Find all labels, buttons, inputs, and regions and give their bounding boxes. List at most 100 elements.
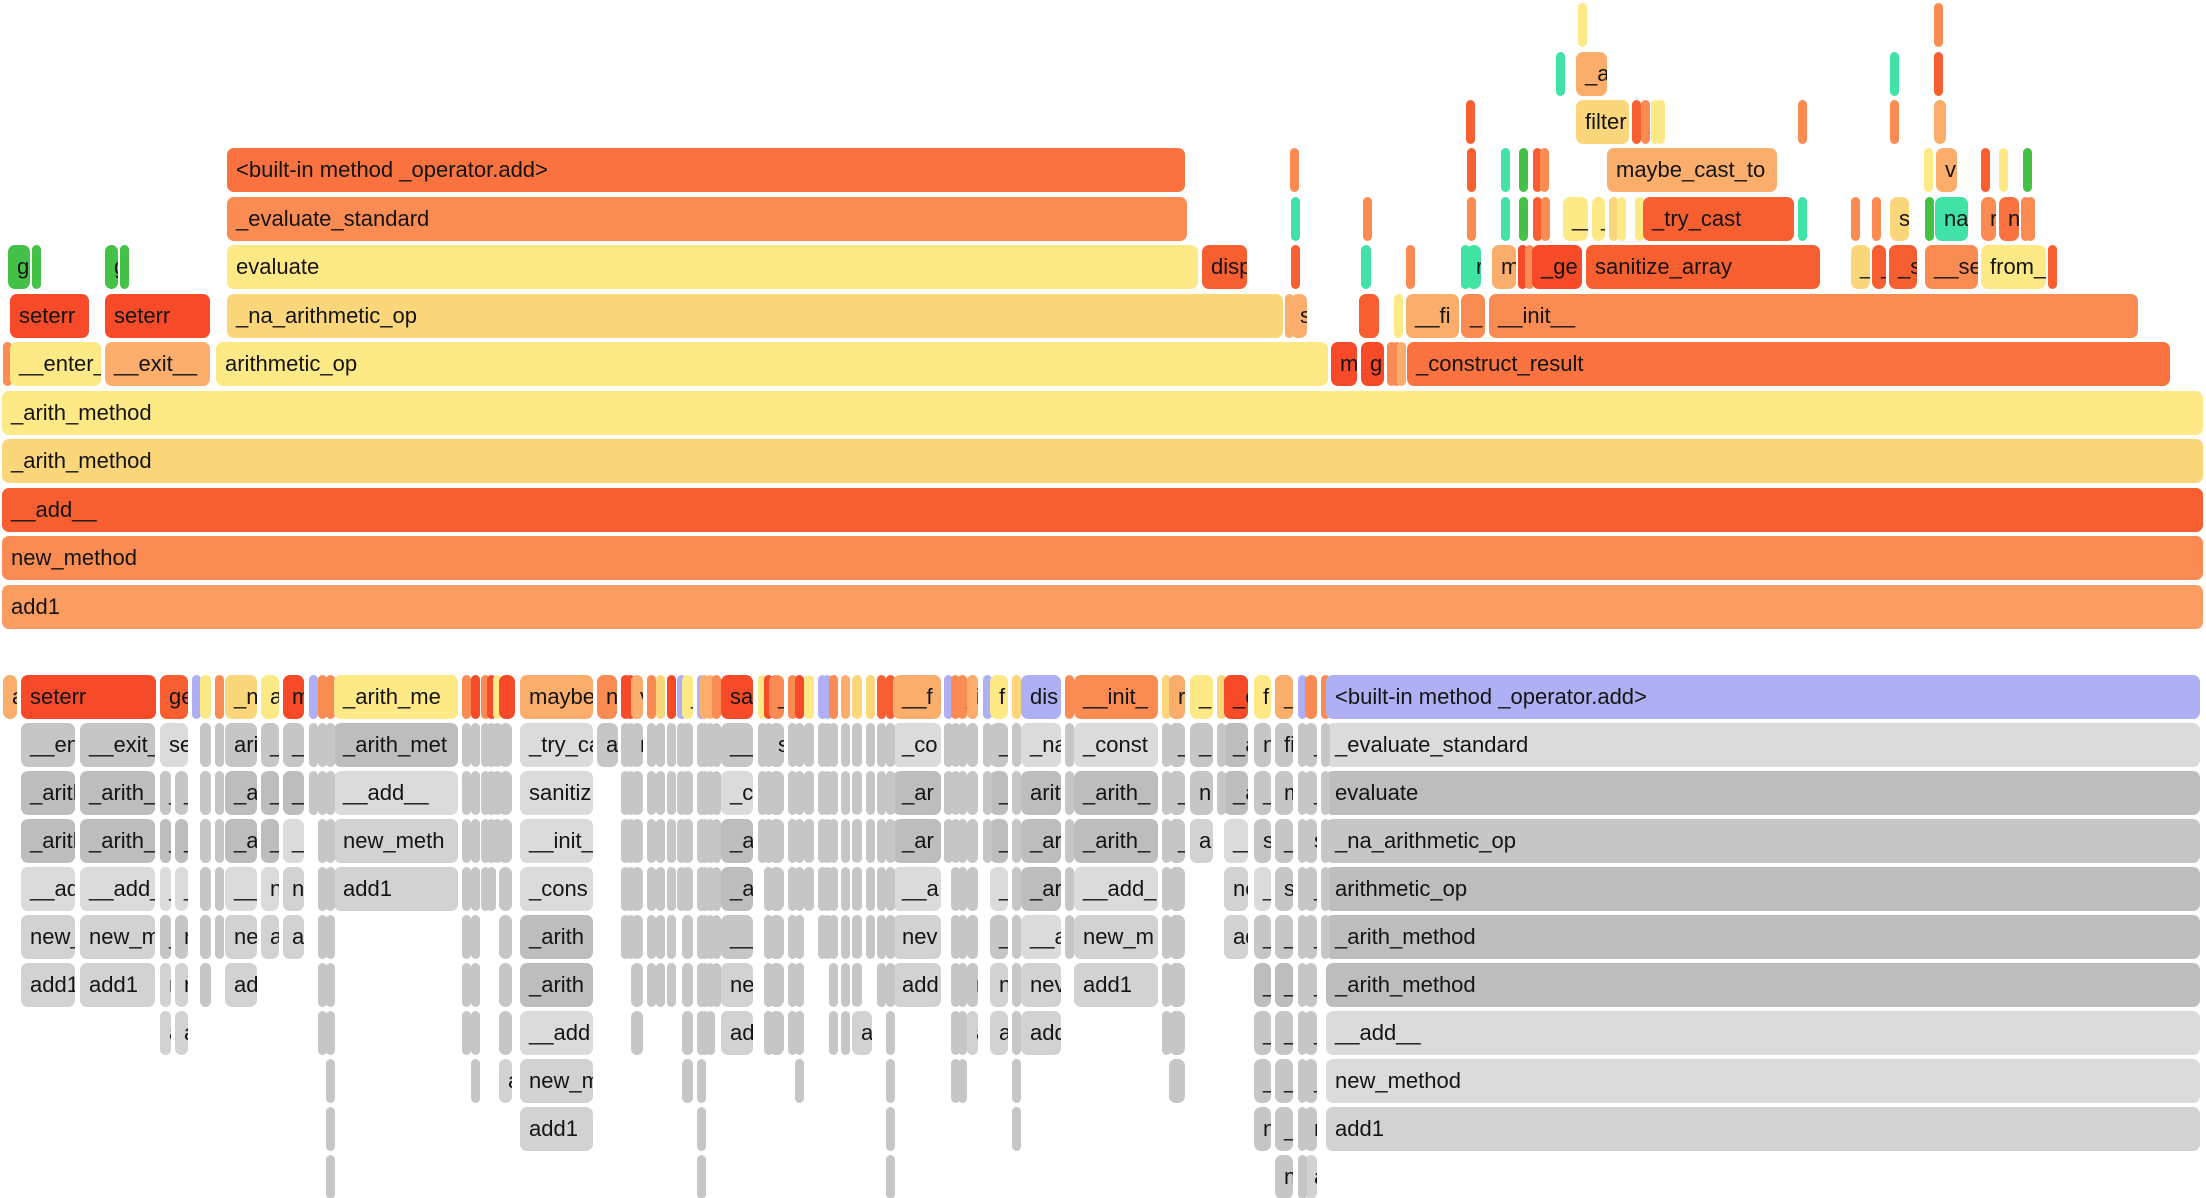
caller-sliver-bar[interactable] — [499, 963, 512, 1007]
caller-sliver-bar[interactable] — [1065, 819, 1074, 863]
caller-header-bar[interactable]: dis — [1021, 675, 1061, 719]
caller-sliver-bar[interactable] — [487, 771, 496, 815]
caller-sliver-bar[interactable] — [487, 867, 496, 911]
caller-sliver-bar[interactable] — [1298, 1059, 1307, 1103]
caller-frame-bar[interactable]: new_m — [1074, 915, 1158, 959]
caller-header-bar[interactable] — [626, 675, 635, 719]
caller-sliver-bar[interactable] — [951, 867, 960, 911]
caller-sliver-bar[interactable] — [1321, 819, 1330, 863]
caller-header-bar[interactable] — [818, 675, 827, 719]
caller-frame-bar[interactable]: n — [967, 963, 978, 1007]
caller-frame-bar[interactable]: _a — [283, 723, 304, 767]
caller-frame-bar[interactable]: _ — [1275, 963, 1293, 1007]
caller-sliver-bar[interactable] — [758, 819, 767, 863]
caller-sliver-bar[interactable] — [215, 915, 224, 959]
caller-header-bar[interactable] — [841, 675, 850, 719]
caller-header-bar[interactable] — [852, 675, 862, 719]
caller-sliver-bar[interactable] — [958, 1059, 967, 1103]
caller-sliver-bar[interactable] — [958, 819, 967, 863]
flame-frame-bar[interactable]: _ — [1592, 197, 1605, 241]
caller-frame-bar[interactable]: __add — [520, 1011, 593, 1055]
caller-sliver-bar[interactable] — [866, 819, 875, 863]
caller-sliver-bar[interactable] — [886, 1155, 895, 1198]
caller-frame-bar[interactable]: n — [261, 867, 279, 911]
caller-sliver-bar[interactable] — [677, 723, 686, 767]
caller-sliver-bar[interactable] — [829, 963, 838, 1007]
caller-sliver-bar[interactable] — [706, 723, 715, 767]
caller-sliver-bar[interactable] — [877, 771, 886, 815]
caller-sliver-bar[interactable] — [631, 1011, 643, 1055]
caller-sliver-bar[interactable] — [1012, 1011, 1021, 1055]
caller-frame-bar[interactable]: _ — [1254, 771, 1271, 815]
caller-sliver-bar[interactable] — [200, 819, 211, 863]
caller-header-bar[interactable] — [1321, 675, 1330, 719]
caller-sliver-bar[interactable] — [951, 963, 960, 1007]
caller-header-bar[interactable] — [621, 675, 630, 719]
caller-sliver-bar[interactable] — [215, 819, 224, 863]
caller-frame-bar[interactable]: __add__ — [80, 867, 155, 911]
flame-frame-bar[interactable] — [1872, 197, 1881, 241]
caller-sliver-bar[interactable] — [697, 1107, 706, 1151]
flame-frame-bar[interactable]: __fi — [1406, 294, 1459, 338]
caller-frame-bar[interactable]: new_m — [520, 1059, 593, 1103]
caller-frame-bar[interactable]: _ — [990, 867, 1008, 911]
caller-sliver-bar[interactable] — [1012, 963, 1021, 1007]
caller-sliver-bar[interactable] — [1169, 963, 1185, 1007]
flame-frame-bar[interactable]: arithmetic_op — [216, 342, 1328, 386]
caller-header-bar[interactable] — [706, 675, 715, 719]
caller-sliver-bar[interactable] — [462, 1011, 471, 1055]
flame-frame-bar[interactable]: _arith_method — [2, 439, 2203, 483]
flame-frame-bar[interactable]: sanitize_array — [1586, 245, 1820, 289]
caller-sliver-bar[interactable] — [706, 963, 715, 1007]
caller-frame-bar[interactable]: a — [160, 1011, 171, 1055]
caller-sliver-bar[interactable] — [841, 915, 850, 959]
caller-frame-bar[interactable]: ac — [283, 915, 304, 959]
caller-header-bar[interactable] — [1012, 675, 1021, 719]
caller-sliver-bar[interactable] — [1012, 915, 1021, 959]
caller-sliver-bar[interactable] — [626, 819, 635, 863]
flame-frame-bar[interactable] — [2026, 197, 2035, 241]
caller-sliver-bar[interactable] — [1217, 723, 1226, 767]
caller-frame-bar[interactable]: _ — [1305, 915, 1317, 959]
caller-sliver-bar[interactable] — [656, 771, 665, 815]
caller-frame-bar[interactable]: _a — [721, 867, 753, 911]
caller-sliver-bar[interactable] — [804, 723, 814, 767]
caller-sliver-bar[interactable] — [852, 867, 862, 911]
caller-frame-bar[interactable]: __ — [283, 819, 304, 863]
caller-sliver-bar[interactable] — [852, 819, 862, 863]
flame-frame-bar[interactable] — [1541, 197, 1550, 241]
caller-frame-bar[interactable]: ne — [225, 915, 257, 959]
caller-sliver-bar[interactable] — [682, 819, 693, 863]
caller-frame-bar[interactable]: _arith_ — [1074, 771, 1158, 815]
caller-sliver-bar[interactable] — [215, 771, 224, 815]
caller-sliver-bar[interactable] — [626, 915, 635, 959]
caller-sliver-bar[interactable] — [788, 867, 797, 911]
caller-frame-bar[interactable]: _ — [1254, 963, 1271, 1007]
caller-sliver-bar[interactable] — [944, 771, 953, 815]
caller-frame-bar[interactable]: _a — [990, 915, 1008, 959]
caller-sliver-bar[interactable] — [621, 867, 630, 911]
caller-sliver-bar[interactable] — [983, 723, 992, 767]
flame-frame-bar[interactable] — [1406, 245, 1415, 289]
caller-sliver-bar[interactable] — [967, 915, 978, 959]
caller-header-bar[interactable]: a — [3, 675, 17, 719]
flame-frame-bar[interactable]: from_ — [1981, 245, 2046, 289]
caller-frame-bar[interactable]: ne — [1224, 867, 1248, 911]
caller-frame-bar[interactable]: _ — [1305, 723, 1317, 767]
caller-sliver-bar[interactable] — [1321, 867, 1330, 911]
flame-frame-bar[interactable] — [1609, 197, 1618, 241]
caller-sliver-bar[interactable] — [667, 915, 676, 959]
caller-sliver-bar[interactable] — [818, 723, 827, 767]
caller-frame-bar[interactable]: n — [1275, 1155, 1293, 1198]
caller-frame-bar[interactable]: a — [175, 1011, 188, 1055]
caller-sliver-bar[interactable] — [769, 819, 784, 863]
caller-header-bar[interactable] — [200, 675, 211, 719]
flame-frame-bar[interactable] — [1924, 148, 1933, 192]
caller-sliver-bar[interactable] — [309, 723, 318, 767]
flame-frame-bar[interactable] — [1501, 148, 1510, 192]
caller-frame-bar[interactable]: _ — [1169, 771, 1185, 815]
caller-sliver-bar[interactable] — [804, 867, 814, 911]
caller-sliver-bar[interactable] — [818, 915, 827, 959]
flame-frame-bar[interactable]: s — [1890, 197, 1909, 241]
